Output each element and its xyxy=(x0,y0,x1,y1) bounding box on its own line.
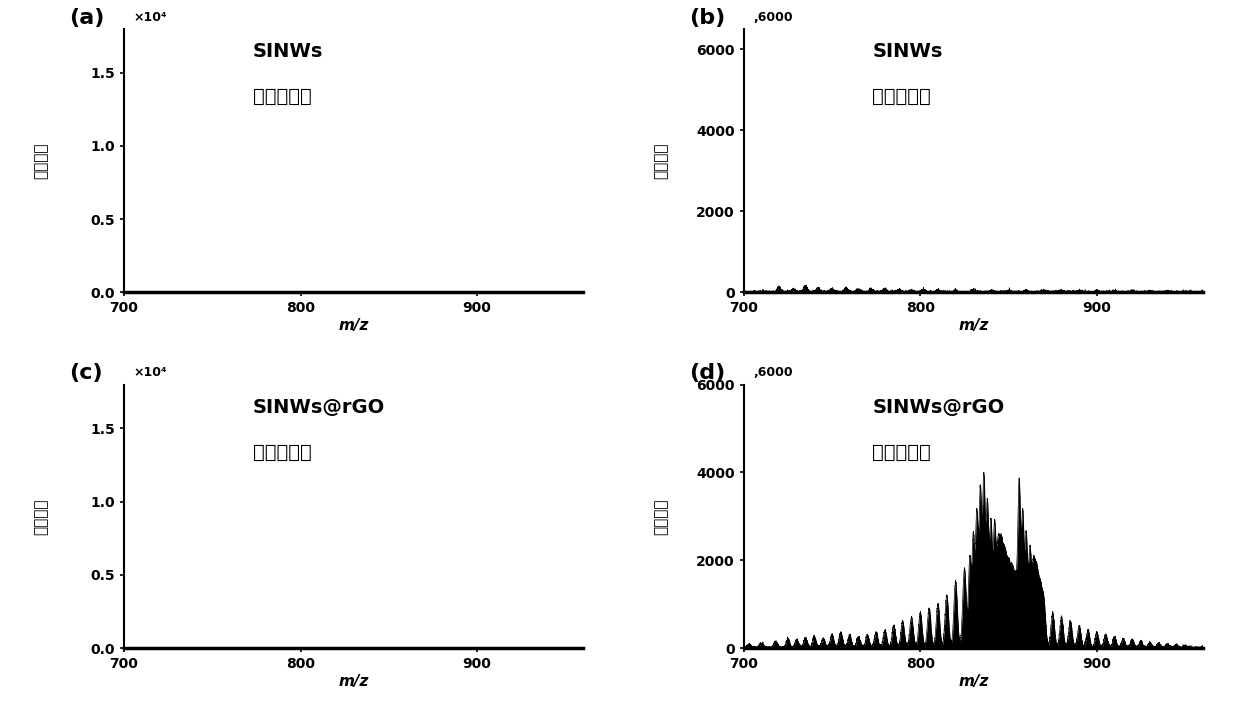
Text: (d): (d) xyxy=(688,364,725,384)
Text: SINWs: SINWs xyxy=(253,42,322,61)
Text: 相对丰度: 相对丰度 xyxy=(33,498,48,534)
Text: (b): (b) xyxy=(688,8,725,28)
Text: 相对丰度: 相对丰度 xyxy=(33,143,48,179)
Text: 相对丰度: 相对丰度 xyxy=(653,143,668,179)
Text: SINWs@rGO: SINWs@rGO xyxy=(253,397,384,417)
Text: ,6000: ,6000 xyxy=(753,11,792,24)
Text: (a): (a) xyxy=(69,8,104,28)
X-axis label: m/z: m/z xyxy=(959,318,988,333)
X-axis label: m/z: m/z xyxy=(339,674,368,689)
Text: SINWs: SINWs xyxy=(872,42,942,61)
Text: SINWs@rGO: SINWs@rGO xyxy=(872,397,1004,417)
X-axis label: m/z: m/z xyxy=(339,318,368,333)
Text: ,6000: ,6000 xyxy=(753,366,792,379)
Text: 负离子模式: 负离子模式 xyxy=(253,443,311,462)
Text: 负离子模式: 负离子模式 xyxy=(253,87,311,106)
Text: (c): (c) xyxy=(69,364,103,384)
Text: 正离子模式: 正离子模式 xyxy=(872,87,931,106)
Text: ×10⁴: ×10⁴ xyxy=(133,366,166,379)
Text: 相对丰度: 相对丰度 xyxy=(653,498,668,534)
X-axis label: m/z: m/z xyxy=(959,674,988,689)
Text: 正离子模式: 正离子模式 xyxy=(872,443,931,462)
Text: ×10⁴: ×10⁴ xyxy=(133,11,166,24)
